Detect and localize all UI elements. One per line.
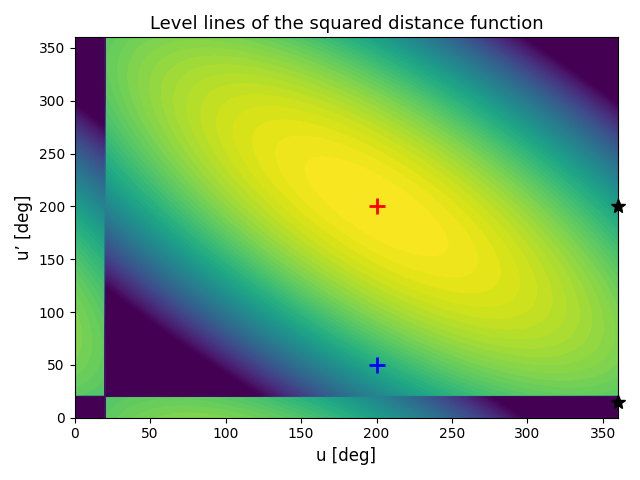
- Title: Level lines of the squared distance function: Level lines of the squared distance func…: [150, 15, 543, 33]
- Y-axis label: u’ [deg]: u’ [deg]: [15, 195, 33, 260]
- X-axis label: u [deg]: u [deg]: [316, 447, 376, 465]
